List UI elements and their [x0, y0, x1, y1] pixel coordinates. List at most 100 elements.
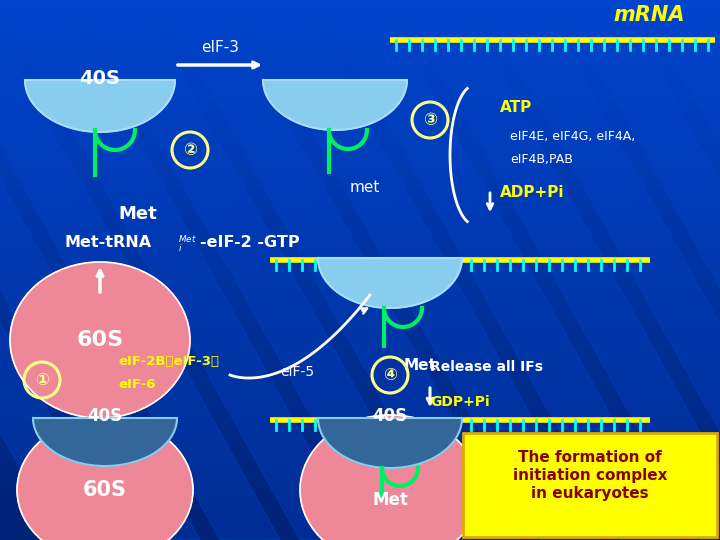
Bar [0, 470, 720, 480]
Bar [0, 10, 720, 20]
Text: in eukaryotes: in eukaryotes [531, 486, 649, 501]
Bar [0, 60, 720, 70]
Ellipse shape [10, 262, 190, 418]
Bar [0, 420, 720, 430]
Polygon shape [80, 0, 440, 540]
Bar [0, 200, 720, 210]
Bar [0, 220, 720, 230]
Bar [0, 210, 720, 220]
Bar [0, 170, 720, 180]
Polygon shape [33, 418, 177, 466]
Bar [0, 270, 720, 280]
Bar [0, 450, 720, 460]
Bar [0, 430, 720, 440]
Bar [0, 410, 720, 420]
Bar [0, 360, 720, 370]
Ellipse shape [300, 415, 480, 540]
Bar [0, 370, 720, 380]
Polygon shape [0, 0, 360, 540]
Bar [0, 120, 720, 130]
Text: 40S: 40S [79, 69, 120, 87]
Bar [0, 70, 720, 80]
Text: eIF4B,PAB: eIF4B,PAB [510, 153, 573, 166]
Bar [0, 190, 720, 200]
Bar [0, 50, 720, 60]
Text: Met-tRNA: Met-tRNA [65, 235, 152, 250]
Polygon shape [0, 0, 200, 540]
Text: eIF-6: eIF-6 [118, 378, 156, 391]
Bar [0, 240, 720, 250]
Text: Met: Met [404, 358, 436, 373]
FancyBboxPatch shape [463, 433, 717, 537]
Bar [0, 230, 720, 240]
Bar [0, 290, 720, 300]
Text: Met: Met [372, 491, 408, 509]
Bar [0, 490, 720, 500]
Text: Met: Met [118, 205, 157, 223]
Bar [0, 530, 720, 540]
Text: eIF4E, eIF4G, eIF4A,: eIF4E, eIF4G, eIF4A, [510, 130, 635, 143]
Polygon shape [160, 0, 520, 540]
Text: eIF-3: eIF-3 [201, 40, 239, 55]
Bar [0, 280, 720, 290]
Text: GDP+Pi: GDP+Pi [430, 395, 490, 409]
Bar [0, 150, 720, 160]
Bar [0, 20, 720, 30]
Bar [0, 440, 720, 450]
Text: The formation of: The formation of [518, 450, 662, 465]
Text: ①: ① [35, 371, 49, 389]
Text: ④: ④ [383, 366, 397, 384]
Bar [0, 0, 720, 10]
Text: Release all IFs: Release all IFs [430, 360, 543, 374]
Bar [0, 390, 720, 400]
Bar [0, 500, 720, 510]
Text: $_i^{Met}$: $_i^{Met}$ [178, 235, 197, 255]
Text: 60S: 60S [83, 480, 127, 500]
Polygon shape [0, 0, 120, 540]
Bar [0, 380, 720, 390]
Text: ②: ② [183, 141, 197, 159]
Polygon shape [480, 0, 720, 540]
Text: 40S: 40S [87, 407, 122, 425]
Text: -eIF-2 -GTP: -eIF-2 -GTP [200, 235, 300, 250]
Bar [0, 350, 720, 360]
Bar [0, 180, 720, 190]
Bar [0, 130, 720, 140]
Bar [0, 110, 720, 120]
Text: ③: ③ [423, 111, 437, 129]
Polygon shape [320, 0, 680, 540]
Bar [0, 30, 720, 40]
Text: mRNA: mRNA [613, 5, 685, 25]
Polygon shape [318, 258, 462, 308]
Bar [0, 330, 720, 340]
Text: 40S: 40S [372, 407, 408, 425]
Bar [0, 260, 720, 270]
Polygon shape [240, 0, 600, 540]
Bar [0, 510, 720, 520]
Bar [0, 340, 720, 350]
Text: eIF-2B、eIF-3、: eIF-2B、eIF-3、 [118, 355, 219, 368]
Polygon shape [640, 0, 720, 540]
Polygon shape [25, 80, 175, 132]
Bar [0, 160, 720, 170]
Bar [0, 400, 720, 410]
Bar [0, 310, 720, 320]
Bar [0, 300, 720, 310]
Bar [0, 140, 720, 150]
Text: initiation complex: initiation complex [513, 468, 667, 483]
Text: 60S: 60S [76, 330, 124, 350]
Polygon shape [263, 80, 407, 130]
Ellipse shape [17, 418, 193, 540]
Bar [0, 100, 720, 110]
Text: ATP: ATP [500, 100, 532, 115]
Polygon shape [560, 0, 720, 540]
Polygon shape [400, 0, 720, 540]
Bar [0, 80, 720, 90]
Bar [0, 250, 720, 260]
Bar [0, 460, 720, 470]
Bar [0, 480, 720, 490]
Polygon shape [318, 418, 462, 468]
Bar [0, 520, 720, 530]
Bar [0, 40, 720, 50]
Text: ADP+Pi: ADP+Pi [500, 185, 564, 200]
